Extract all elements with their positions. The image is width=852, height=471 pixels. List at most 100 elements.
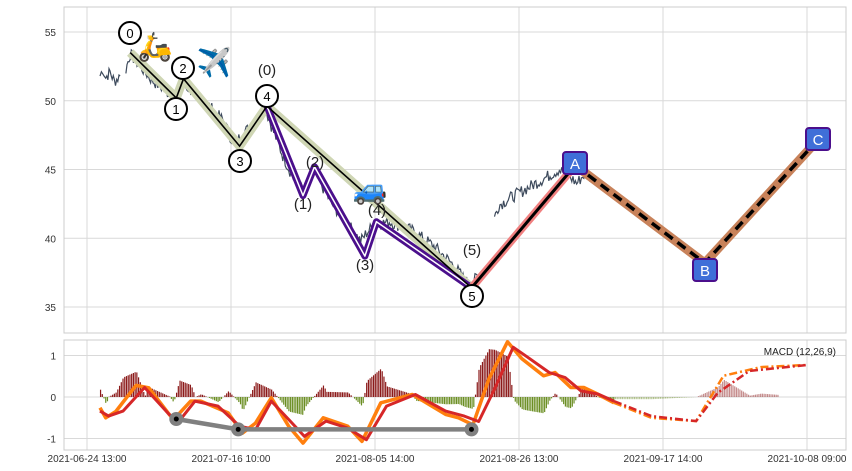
macd-histogram-bar (682, 397, 684, 398)
macd-histogram-bar (773, 394, 776, 397)
macd-histogram-bar (516, 397, 518, 404)
macd-histogram-bar (595, 395, 598, 397)
macd-histogram-bar (563, 397, 565, 405)
macd-histogram-bar (129, 374, 131, 397)
macd-histogram-bar (449, 397, 451, 405)
macd-histogram-bar (433, 397, 435, 403)
macd-histogram-bar (106, 397, 109, 402)
macd-histogram-bar (659, 397, 662, 399)
macd-histogram-bar (290, 397, 292, 412)
macd-histogram-bar (362, 397, 364, 404)
macd-histogram-bar (315, 393, 318, 397)
macd-histogram-bar (267, 387, 269, 397)
macd-histogram-bar (587, 390, 589, 397)
macd-histogram-bar (706, 392, 708, 397)
macd-histogram-bar (766, 394, 769, 397)
macd-histogram-bar (485, 355, 487, 397)
macd-histogram-bar (212, 397, 214, 400)
macd-histogram-bar (519, 397, 522, 408)
macd-histogram-bar (322, 385, 325, 397)
macd-histogram-bar (765, 393, 767, 397)
wave-label-circle (460, 284, 484, 308)
macd-histogram-bar (360, 397, 363, 406)
sub-wave-inner (266, 105, 472, 289)
macd-histogram-bar (751, 395, 753, 397)
wave-label-circle (228, 149, 252, 173)
macd-histogram-bar (174, 397, 176, 400)
macd-histogram-bar (177, 386, 179, 397)
macd-histogram-bar (264, 386, 266, 397)
macd-histogram-bar (288, 397, 290, 412)
sub-wave-label: (0) (258, 62, 276, 79)
macd-histogram-bar (338, 392, 340, 397)
macd-histogram-bar (630, 397, 632, 400)
macd-histogram-bar (131, 373, 133, 397)
macd-histogram-bar (113, 393, 115, 397)
macd-histogram-bar (398, 390, 401, 397)
x-tick-label: 2021-06-24 13:00 (48, 454, 127, 465)
macd-histogram-bar (436, 397, 439, 404)
macd-histogram-bar (685, 397, 687, 398)
macd-histogram-bar (200, 394, 202, 397)
macd-histogram-bar (435, 397, 437, 404)
macd-histogram-bar (737, 388, 739, 397)
macd-histogram-bar (493, 349, 496, 397)
macd-histogram-bar (348, 393, 350, 397)
macd-histogram-bar (462, 397, 465, 407)
macd-histogram-bar (571, 397, 573, 407)
x-tick-label: 2021-10-08 09:00 (768, 454, 847, 465)
macd-histogram-bar (530, 397, 532, 412)
macd-histogram-bar (722, 381, 724, 397)
price-line (493, 167, 599, 217)
macd-histogram-bar (476, 382, 478, 397)
macd-histogram-bar (132, 373, 134, 397)
macd-histogram-bar (110, 395, 112, 397)
macd-histogram-bar (673, 397, 675, 399)
macd-histogram-bar (241, 397, 243, 409)
macd-histogram-bar (578, 393, 580, 397)
macd-histogram-bar (523, 397, 525, 410)
macd-histogram-bar (400, 390, 402, 397)
macd-histogram-bar (466, 397, 468, 408)
macd-histogram-bar (547, 397, 549, 405)
macd-histogram-bar (438, 397, 440, 404)
macd-histogram-bar (528, 397, 530, 411)
macd-histogram-bar (115, 392, 117, 397)
macd-histogram-bar (746, 393, 748, 397)
macd-histogram-bar (464, 397, 466, 407)
macd-histogram-bar (336, 392, 338, 397)
macd-histogram-bar (647, 397, 649, 400)
macd-histogram-bar (305, 397, 307, 407)
macd-histogram-bar (623, 397, 625, 400)
macd-histogram-bar (735, 387, 738, 397)
macd-histogram-bar (245, 397, 247, 406)
macd-histogram-bar (343, 392, 345, 397)
macd-histogram-bar (143, 392, 145, 397)
macd-histogram-bar (544, 397, 546, 413)
scooter-icon: 🛵 (138, 31, 173, 63)
macd-histogram-bar (298, 397, 300, 414)
macd-histogram-bar (614, 397, 617, 400)
macd-histogram-bar (671, 397, 674, 399)
macd-histogram-bar (395, 389, 397, 397)
macd-histogram-bar (459, 397, 461, 405)
macd-histogram-bar (561, 397, 563, 402)
macd-histogram-bar (716, 387, 719, 397)
macd-histogram-bar (473, 397, 475, 407)
signal-forecast-line (613, 363, 808, 423)
macd-histogram-bar (175, 392, 178, 397)
macd-histogram-bar (454, 397, 456, 405)
macd-histogram-bar (303, 397, 306, 411)
macd-histogram-bar (321, 387, 323, 397)
grid (64, 7, 846, 450)
wave-label-circle (164, 97, 188, 121)
macd-histogram-bar (680, 397, 682, 398)
wave-label: 0 (126, 26, 133, 41)
macd-histogram-bar (430, 397, 432, 403)
car-icon: 🚙 (353, 174, 388, 206)
macd-histogram-bar (533, 397, 535, 412)
macd-histogram-bar (236, 397, 238, 401)
macd-histogram-bar (279, 397, 281, 401)
macd-histogram-bar (295, 397, 297, 414)
macd-histogram-bar (281, 397, 283, 403)
